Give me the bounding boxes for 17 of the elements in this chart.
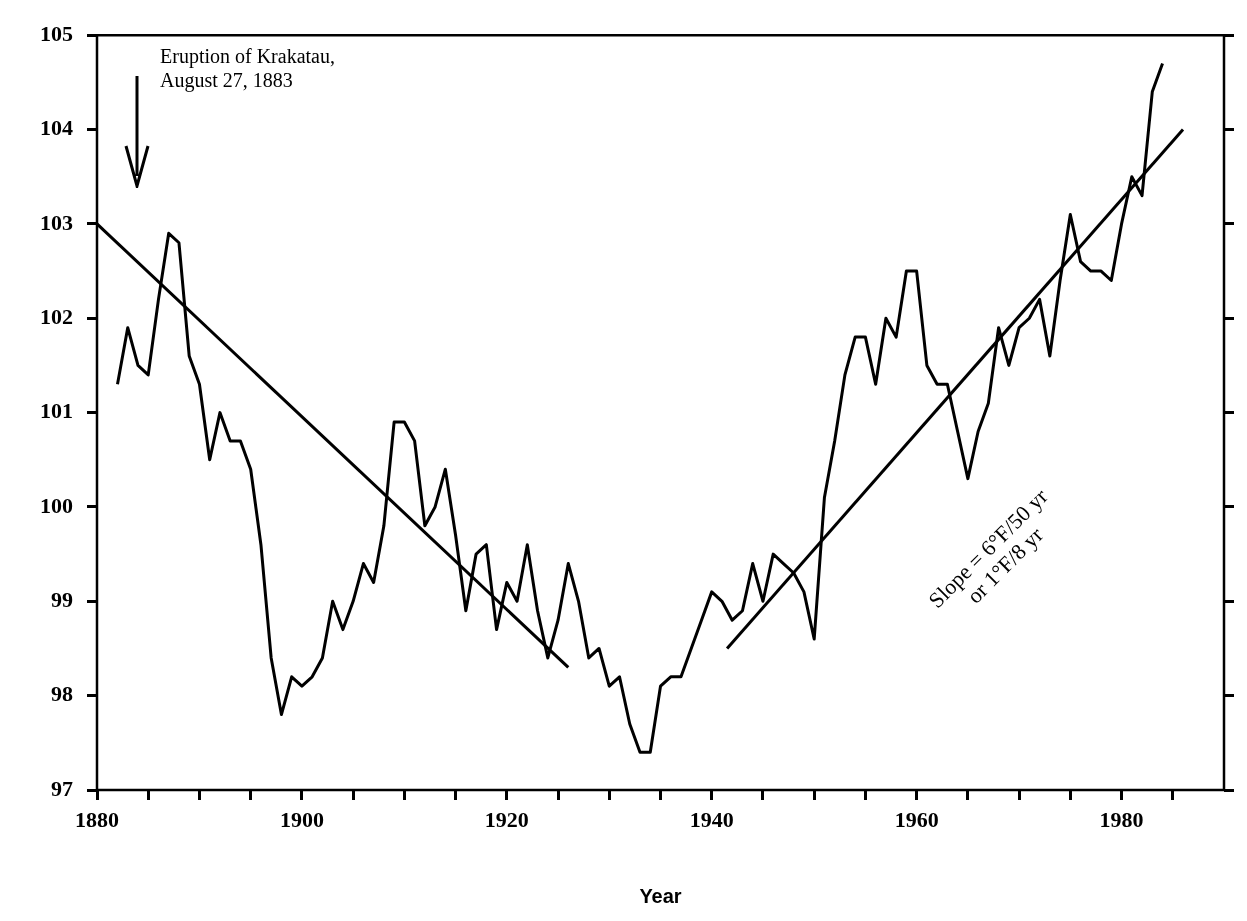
- y-tick-label: 99: [51, 586, 73, 612]
- y-tick-label: 104: [40, 115, 73, 141]
- y-tick-label: 105: [40, 20, 73, 46]
- x-axis-title: Year: [639, 884, 682, 907]
- x-tick-label: 1900: [279, 806, 324, 832]
- x-tick-label: 1980: [1099, 806, 1144, 832]
- x-tick-label: 1880: [75, 806, 119, 832]
- y-tick-label: 102: [40, 303, 73, 329]
- x-tick-label: 1920: [484, 806, 529, 832]
- y-tick-label: 103: [40, 209, 73, 235]
- y-tick-label: 101: [40, 398, 73, 424]
- x-tick-label: 1960: [894, 806, 939, 832]
- y-tick-label: 97: [51, 775, 73, 801]
- annotation: Eruption of Krakatau, August 27, 1883: [160, 44, 335, 92]
- x-tick-label: 1940: [689, 806, 734, 832]
- y-tick-label: 100: [40, 492, 73, 518]
- y-tick-label: 98: [51, 681, 73, 707]
